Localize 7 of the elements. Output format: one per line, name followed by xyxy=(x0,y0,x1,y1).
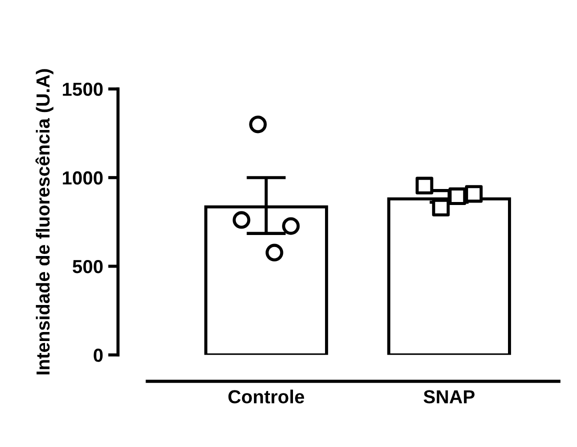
x-tick-label: Controle xyxy=(228,390,304,404)
y-tick-label: 500 xyxy=(72,260,103,274)
y-axis-title: Intensidade de fluorescência (U.A) xyxy=(35,69,54,374)
y-tick-label: 1000 xyxy=(62,171,103,185)
y-tick-label: 1500 xyxy=(62,82,103,96)
y-tick-label: 0 xyxy=(94,348,103,362)
x-tick-label: SNAP xyxy=(424,390,475,404)
